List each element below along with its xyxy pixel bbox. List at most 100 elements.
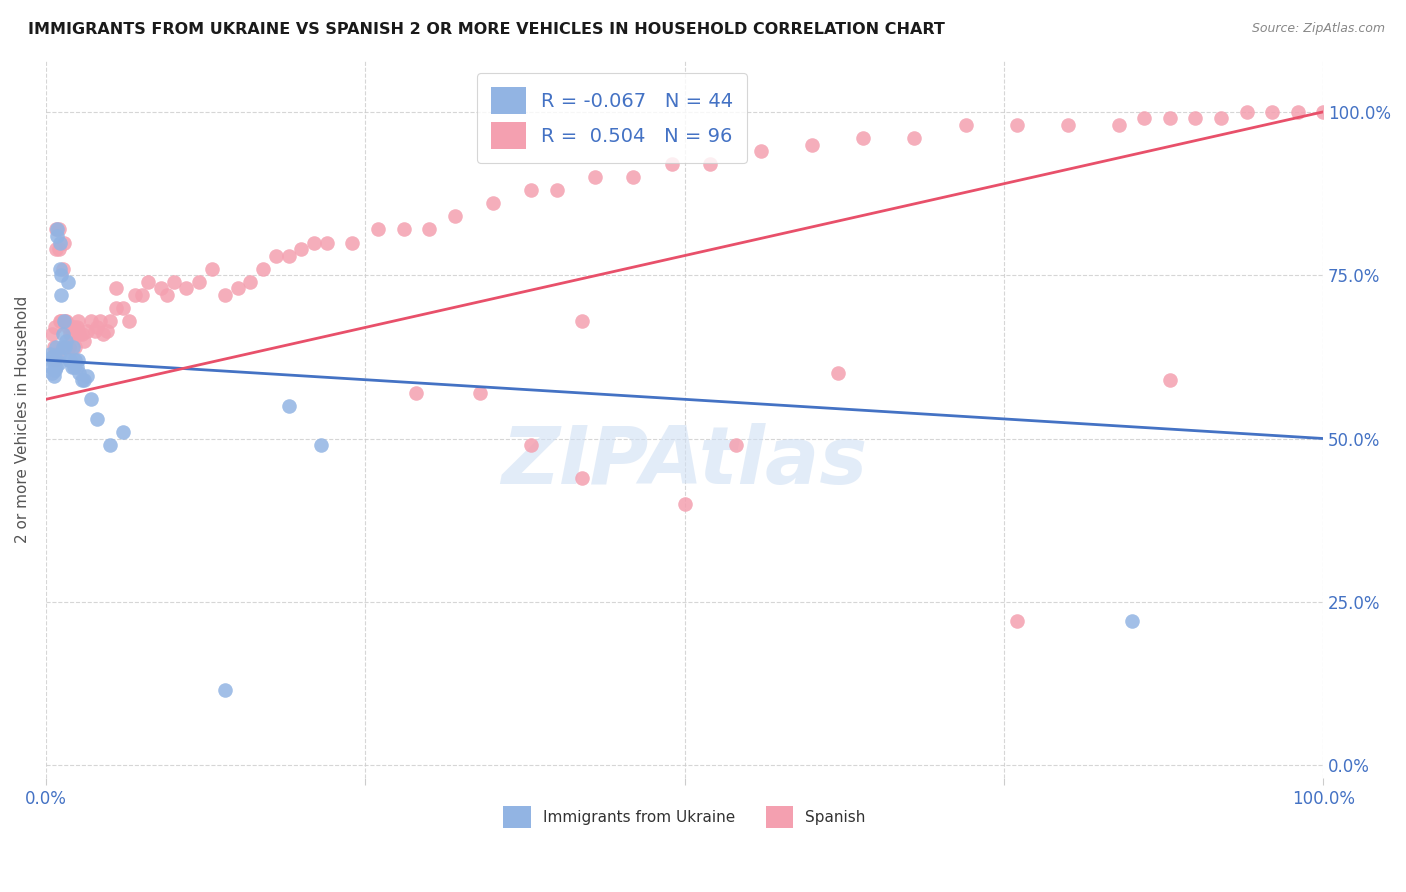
Point: [39, 359, 62, 374]
Point: [623, 170, 645, 185]
Point: [405, 385, 427, 400]
Point: [1286, 104, 1309, 119]
Point: [65, 359, 87, 374]
Point: [52, 235, 75, 250]
Point: [53, 340, 76, 354]
Point: [45, 340, 67, 354]
Point: [239, 275, 262, 289]
Point: [86, 412, 108, 426]
Point: [56, 275, 79, 289]
Point: [1184, 112, 1206, 126]
Point: [111, 425, 134, 439]
Point: [392, 222, 415, 236]
Point: [62, 326, 84, 341]
Point: [49, 314, 72, 328]
Point: [163, 275, 186, 289]
Point: [546, 183, 568, 197]
Point: [367, 222, 389, 236]
Point: [70, 326, 93, 341]
Point: [62, 340, 84, 354]
Point: [1005, 118, 1028, 132]
Point: [44, 353, 66, 368]
Point: [316, 235, 339, 250]
Point: [1236, 104, 1258, 119]
Point: [46, 222, 69, 236]
Point: [309, 438, 332, 452]
Point: [73, 373, 96, 387]
Point: [89, 314, 111, 328]
Point: [48, 242, 70, 256]
Point: [56, 320, 79, 334]
Point: [801, 137, 824, 152]
Point: [214, 287, 236, 301]
Point: [42, 356, 65, 370]
Point: [52, 326, 75, 341]
Point: [418, 222, 440, 236]
Point: [44, 320, 66, 334]
Point: [45, 242, 67, 256]
Point: [51, 287, 73, 301]
Point: [41, 350, 63, 364]
Point: [98, 314, 121, 328]
Point: [42, 340, 65, 354]
Point: [58, 353, 80, 368]
Point: [76, 324, 98, 338]
Point: [302, 235, 325, 250]
Point: [58, 340, 80, 354]
Point: [214, 683, 236, 698]
Point: [852, 131, 875, 145]
Point: [52, 261, 75, 276]
Point: [65, 340, 87, 354]
Point: [66, 353, 89, 368]
Point: [827, 366, 849, 380]
Point: [661, 157, 683, 171]
Point: [49, 235, 72, 250]
Point: [93, 326, 115, 341]
Text: IMMIGRANTS FROM UKRAINE VS SPANISH 2 OR MORE VEHICLES IN HOUSEHOLD CORRELATION C: IMMIGRANTS FROM UKRAINE VS SPANISH 2 OR …: [28, 22, 945, 37]
Point: [342, 235, 364, 250]
Y-axis label: 2 or more Vehicles in Household: 2 or more Vehicles in Household: [15, 295, 30, 542]
Point: [52, 340, 75, 354]
Point: [105, 281, 128, 295]
Point: [105, 301, 128, 315]
Point: [42, 369, 65, 384]
Point: [59, 353, 82, 368]
Point: [277, 399, 299, 413]
Point: [188, 275, 211, 289]
Point: [520, 183, 543, 197]
Point: [1133, 112, 1156, 126]
Point: [76, 369, 98, 384]
Point: [45, 359, 67, 374]
Point: [443, 210, 465, 224]
Point: [53, 314, 76, 328]
Point: [41, 326, 63, 341]
Point: [1209, 112, 1232, 126]
Point: [38, 346, 60, 360]
Point: [1121, 615, 1143, 629]
Point: [149, 281, 172, 295]
Point: [571, 471, 593, 485]
Point: [520, 438, 543, 452]
Point: [1312, 104, 1334, 119]
Point: [66, 314, 89, 328]
Point: [571, 314, 593, 328]
Point: [903, 131, 925, 145]
Legend: Immigrants from Ukraine, Spanish: Immigrants from Ukraine, Spanish: [495, 798, 873, 835]
Point: [156, 287, 179, 301]
Point: [226, 281, 249, 295]
Point: [41, 366, 63, 380]
Point: [60, 359, 83, 374]
Point: [51, 314, 73, 328]
Point: [55, 334, 77, 348]
Point: [63, 320, 86, 334]
Point: [83, 324, 105, 338]
Point: [955, 118, 977, 132]
Point: [65, 320, 87, 334]
Point: [73, 334, 96, 348]
Point: [176, 281, 198, 295]
Point: [51, 268, 73, 283]
Point: [131, 287, 153, 301]
Point: [53, 340, 76, 354]
Point: [1056, 118, 1078, 132]
Point: [52, 314, 75, 328]
